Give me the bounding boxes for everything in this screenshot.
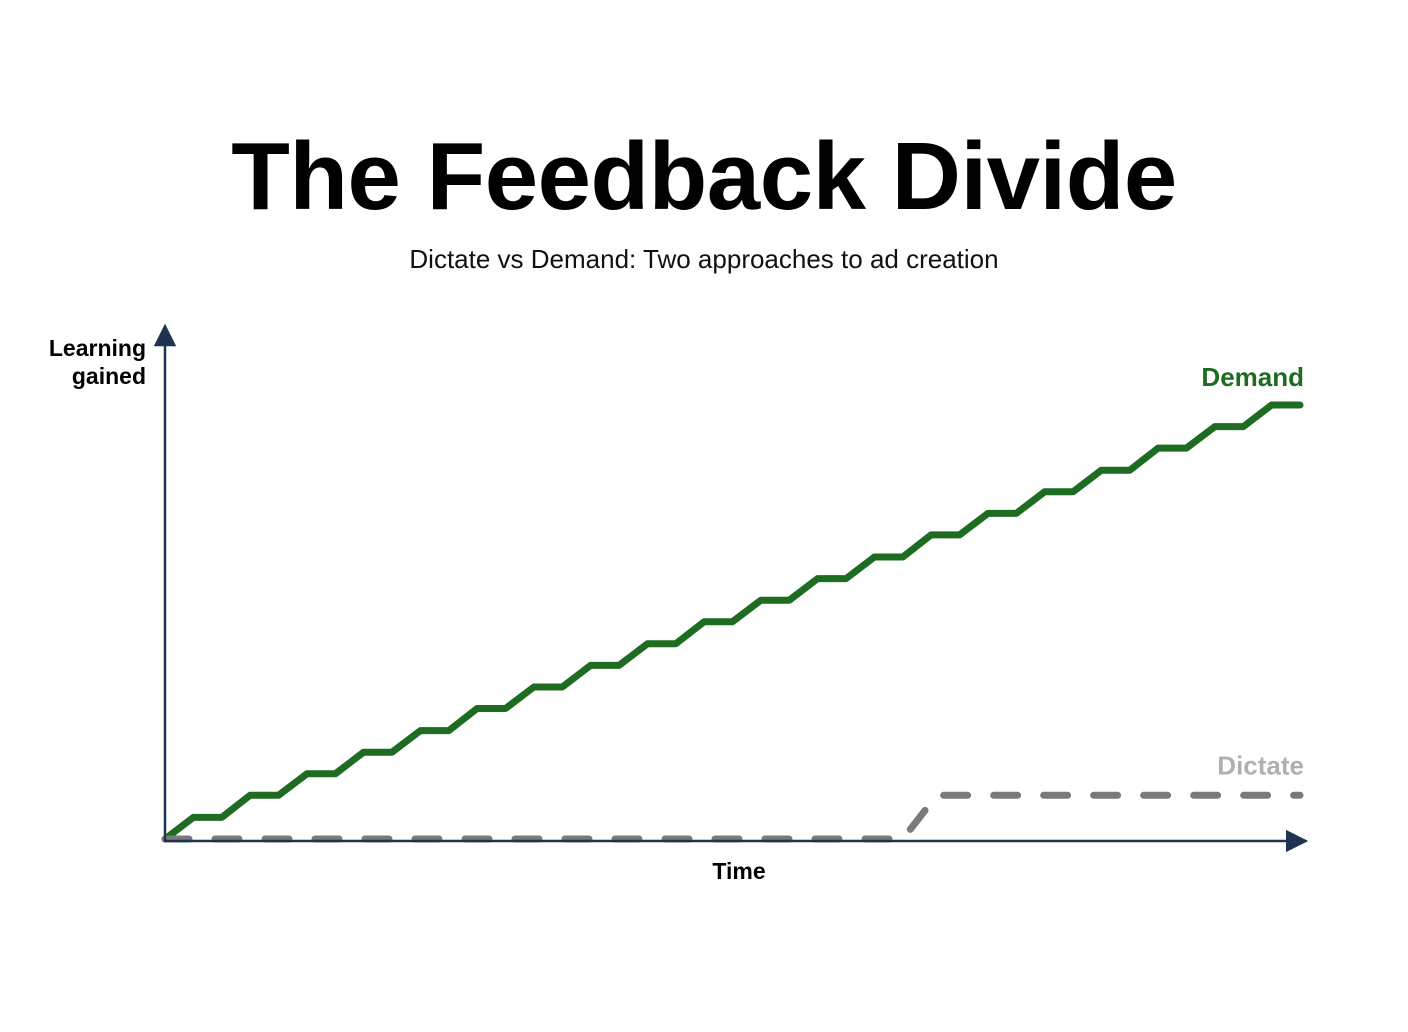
series-label-demand: Demand <box>1201 362 1304 392</box>
series-line-demand <box>161 401 1304 843</box>
y-axis-label-line-1: Learning <box>49 335 146 361</box>
chart-subtitle: Dictate vs Demand: Two approaches to ad … <box>409 244 999 274</box>
chart-title: The Feedback Divide <box>231 123 1177 230</box>
series-layer <box>161 401 1304 843</box>
series-line-dictate <box>161 791 1304 843</box>
series-label-dictate: Dictate <box>1217 750 1304 780</box>
x-axis-label: Time <box>712 858 765 884</box>
y-axis-label-line-2: gained <box>72 363 146 389</box>
